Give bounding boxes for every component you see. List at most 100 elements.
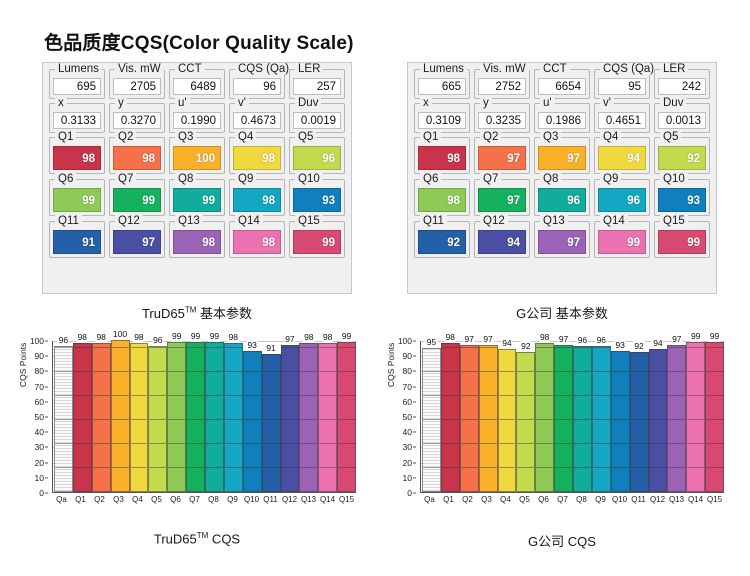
bar-cell: 93	[242, 338, 262, 492]
q-row-2: Q6 99 Q7 99 Q8 99 Q9 98 Q10 93	[49, 173, 345, 216]
chart-bars: 96 98 98 100 98 96 99 99 99 98 93 91 97 98 98 99	[54, 328, 356, 492]
q-field-label: Q1	[420, 131, 442, 143]
field-u: u' 0.1990	[169, 97, 225, 133]
y-tick-label: 100	[29, 336, 44, 346]
q-score-swatch: 99	[113, 188, 161, 212]
y-tick-mark	[413, 416, 416, 418]
x-tick-label-q15: Q15	[338, 495, 355, 504]
bar-q14: 98	[318, 331, 338, 492]
q-field-label: Q11	[420, 215, 447, 227]
metrics-row-primary: Lumens 695 Vis. mW 2705 CCT 6489 CQS (Qa) 96 LER…	[49, 63, 345, 99]
chart-plot: 96 98 98 100 98 96 99 99 99 98 93 91 97 98 98 99	[52, 328, 356, 493]
bar-value-label: 94	[652, 337, 664, 350]
bar-q11: 91	[261, 341, 281, 492]
y-tick-mark	[45, 370, 48, 372]
q-score-swatch: 94	[478, 230, 526, 254]
bar-cell: 97	[554, 332, 573, 492]
q-field-q14: Q14 98	[229, 215, 285, 258]
q-field-q11: Q11 92	[414, 215, 470, 258]
bar-q12: 94	[648, 337, 668, 492]
bar-value-label: 98	[76, 331, 89, 344]
q-field-q7: Q7 97	[474, 173, 530, 216]
q-field-label: Q5	[295, 131, 317, 143]
field-value: 6654	[538, 78, 586, 95]
y-tick-label: 50	[34, 412, 44, 422]
q-field-q9: Q9 98	[229, 173, 285, 216]
field-label: LER	[295, 63, 324, 75]
field-value: 2705	[113, 78, 161, 95]
bar-cell: 97	[478, 332, 498, 492]
q-field-label: Q9	[235, 173, 257, 185]
q-field-q10: Q10 93	[289, 173, 345, 216]
y-tick-label: 40	[34, 427, 44, 438]
bar-q14: 99	[686, 329, 706, 492]
bar-gridlines	[592, 347, 610, 491]
q-field-q15: Q15 99	[289, 215, 345, 258]
q-score-swatch: 92	[658, 146, 706, 170]
y-tick-label: 100	[397, 336, 412, 346]
chart-plot-area: 0 10 20 30 40 50 60 70 80 90 100 95 98 97 97 94 92 98 97 9…	[398, 329, 724, 498]
q-field-label: Q10	[295, 173, 323, 185]
field-x: x 0.3109	[414, 97, 470, 133]
bar-cell: 98	[440, 331, 460, 492]
field-label: y	[115, 97, 127, 109]
q-field-label: Q2	[115, 131, 137, 143]
caption-main: TruD65	[141, 306, 185, 321]
q-field-q6: Q6 99	[49, 173, 105, 216]
field-label: CCT	[175, 63, 205, 75]
bar-q10: 93	[610, 338, 630, 492]
y-tick-mark	[45, 477, 48, 479]
q-field-label: Q8	[540, 173, 562, 185]
bar-value-label: 99	[708, 329, 721, 342]
field-label: v'	[600, 97, 614, 109]
bar-value-label: 99	[208, 329, 221, 342]
y-tick-mark	[45, 446, 48, 448]
y-tick-label: 90	[402, 351, 412, 362]
y-tick-label: 60	[34, 396, 44, 407]
chart-trud65-cqs: CQS Points 0 10 20 30 40 50 60 70 80 90 100 96 98 98…	[18, 328, 360, 520]
x-tick-label-q15: Q15	[706, 495, 723, 504]
bar-gridlines	[479, 345, 497, 491]
bar-gridlines	[224, 344, 242, 491]
bar-q1: 98	[440, 331, 460, 492]
x-tick-label-q11: Q11	[631, 495, 646, 504]
field-label: y	[480, 97, 492, 109]
caption-main: G公司	[528, 534, 565, 549]
bar-gridlines	[611, 351, 629, 491]
bar-cell: 99	[705, 329, 724, 492]
bar-value-label: 99	[689, 329, 702, 342]
x-tick-label-q4: Q4	[132, 495, 143, 504]
chart-y-axis-ticks: 0 10 20 30 40 50 60 70 80 90 100	[22, 336, 48, 498]
y-tick-label: 50	[402, 412, 412, 422]
q-score-swatch: 97	[478, 146, 526, 170]
bar-q9: 98	[223, 331, 243, 492]
q-field-q10: Q10 93	[654, 173, 710, 216]
field-value: 96	[233, 78, 281, 95]
q-row-1: Q1 98 Q2 98 Q3 100 Q4 98 Q5 96	[49, 131, 345, 174]
x-tick-label-q3: Q3	[481, 495, 492, 504]
bar-q7: 99	[186, 329, 205, 492]
x-tick-label-q5: Q5	[151, 495, 162, 504]
field-label: Vis. mW	[115, 63, 164, 75]
bar-q12: 97	[280, 332, 300, 492]
bar-cell: 99	[205, 329, 224, 492]
bar-q3: 100	[110, 328, 130, 492]
q-field-label: Q4	[235, 131, 257, 143]
bar-value-label: 98	[227, 331, 240, 344]
field-value: 242	[658, 78, 706, 95]
bar-q2: 97	[459, 332, 479, 492]
y-tick-mark	[45, 416, 48, 418]
y-tick-label: 80	[402, 366, 412, 377]
y-tick-mark	[45, 340, 48, 342]
field-y: y 0.3270	[109, 97, 165, 133]
q-row-2: Q6 98 Q7 97 Q8 96 Q9 96 Q10 93	[414, 173, 710, 216]
y-tick-mark	[413, 370, 416, 372]
bar-gridlines	[262, 354, 280, 491]
bar-value-label: 97	[482, 332, 494, 345]
q-field-label: Q1	[55, 131, 77, 143]
bar-value-label: 92	[633, 340, 645, 353]
bar-q13: 97	[667, 332, 687, 492]
bar-cell: 99	[337, 329, 356, 492]
q-field-label: Q13	[540, 215, 568, 227]
q-field-label: Q9	[600, 173, 622, 185]
